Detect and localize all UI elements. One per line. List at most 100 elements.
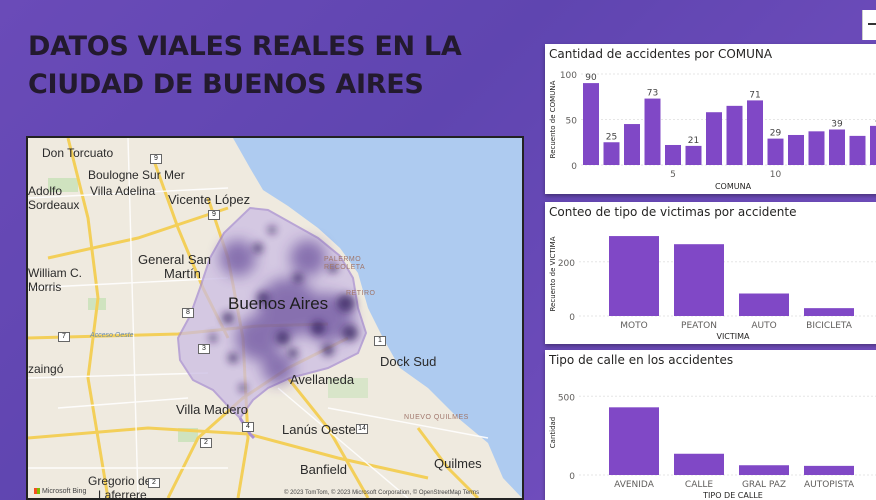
place-label: Banfield xyxy=(300,462,347,477)
bar-comuna[interactable] xyxy=(685,145,702,165)
x-tick-label: GRAL PAZ xyxy=(742,480,786,490)
x-axis-title: TIPO DE CALLE xyxy=(702,491,763,500)
calle-bar-chart[interactable]: 0 500 AVENIDA CALLE GRAL PAZ AUTOPISTA TIPO DE… xyxy=(545,350,876,500)
bar-gral-paz[interactable] xyxy=(739,465,789,475)
map-canvas xyxy=(28,138,522,498)
place-label: RECOLETA xyxy=(324,264,366,271)
y-axis-title: Recuento de COMUNA xyxy=(549,80,557,158)
y-axis-title: Cantidad xyxy=(549,417,557,448)
place-label: Sordeaux xyxy=(28,198,80,212)
x-tick-label: 10 xyxy=(770,170,782,180)
y-tick-label: 100 xyxy=(560,71,577,81)
y-tick-label: 50 xyxy=(566,117,578,127)
x-tick-label: AVENIDA xyxy=(614,480,655,490)
bar-comuna[interactable] xyxy=(870,125,876,165)
place-label: Vicente López xyxy=(168,192,251,207)
bar-moto[interactable] xyxy=(609,236,659,316)
bar-comuna[interactable] xyxy=(624,124,640,165)
bar-bicicleta[interactable] xyxy=(804,308,854,316)
bar-comuna[interactable] xyxy=(603,142,620,165)
place-label: zaingó xyxy=(28,362,64,376)
route-shield: 4 xyxy=(242,422,254,432)
x-axis-title: VICTIMA xyxy=(716,332,750,341)
place-label: NUEVO QUILMES xyxy=(404,414,469,421)
route-shield: 7 xyxy=(58,332,70,342)
chart-card-calle[interactable]: Tipo de calle en los accidentes 0 500 AVEN… xyxy=(545,350,876,500)
y-tick-label: 200 xyxy=(558,259,575,269)
data-label: 73 xyxy=(647,89,658,99)
route-shield: 14 xyxy=(356,424,368,434)
x-axis-title: COMUNA xyxy=(715,182,752,191)
place-label: Adolfo xyxy=(28,184,63,198)
route-shield: 2 xyxy=(200,438,212,448)
y-tick-label: 0 xyxy=(569,313,575,323)
bar-peaton[interactable] xyxy=(674,244,724,316)
bar-comuna[interactable] xyxy=(829,129,845,165)
x-tick-label: 5 xyxy=(670,170,676,180)
data-label: 90 xyxy=(585,73,597,83)
chart-card-victima[interactable]: Conteo de tipo de victimas por accidente… xyxy=(545,202,876,344)
accident-heat-map[interactable]: Don Torcuato Boulogne Sur Mer Adolfo Vil… xyxy=(26,136,524,500)
focus-mode-button[interactable] xyxy=(862,10,876,40)
y-axis-title: Recuento de VICTIMA xyxy=(549,236,557,311)
place-label: Dock Sud xyxy=(380,354,437,369)
bar-avenida[interactable] xyxy=(609,407,659,475)
place-label: PALERMO xyxy=(324,256,362,263)
x-tick-label: MOTO xyxy=(620,321,647,331)
chart-title: Cantidad de accidentes por COMUNA xyxy=(549,47,773,61)
route-shield: 8 xyxy=(182,308,194,318)
bar-comuna[interactable] xyxy=(583,83,599,165)
data-label: 25 xyxy=(606,132,617,142)
place-label-city: Buenos Aires xyxy=(228,294,329,313)
place-label: Gregorio de xyxy=(88,474,152,488)
x-tick-label: CALLE xyxy=(685,480,713,490)
place-label: Laferrere xyxy=(98,488,147,500)
bar-autopista[interactable] xyxy=(804,465,854,475)
comuna-bar-chart[interactable]: 050100902573217129394510COMUNARecuento d… xyxy=(545,44,876,194)
map-copyright[interactable]: © 2023 TomTom, © 2023 Microsoft Corporat… xyxy=(284,490,480,496)
bar-comuna[interactable] xyxy=(788,134,804,165)
bar-comuna[interactable] xyxy=(808,131,825,165)
x-tick-label: BICICLETA xyxy=(806,321,853,331)
chart-title: Conteo de tipo de victimas por accidente xyxy=(549,205,797,219)
place-label: Avellaneda xyxy=(290,372,355,387)
y-tick-label: 500 xyxy=(558,393,575,403)
route-shield: 2 xyxy=(148,478,160,488)
place-label: Villa Madero xyxy=(176,402,249,417)
x-tick-label: AUTO xyxy=(751,321,776,331)
minus-icon xyxy=(868,23,876,25)
place-label: Martín xyxy=(164,266,201,281)
data-label: 39 xyxy=(831,120,843,130)
place-label: Don Torcuato xyxy=(42,146,114,160)
bar-comuna[interactable] xyxy=(767,138,784,165)
bar-comuna[interactable] xyxy=(726,105,743,165)
chart-title: Tipo de calle en los accidentes xyxy=(549,353,734,367)
bar-comuna[interactable] xyxy=(706,112,722,165)
place-label: Lanús Oeste xyxy=(282,422,356,437)
route-shield: 1 xyxy=(374,336,386,346)
bar-comuna[interactable] xyxy=(849,135,866,165)
y-tick-label: 0 xyxy=(569,472,575,482)
road-label: Acceso Oeste xyxy=(90,332,134,339)
data-label: 29 xyxy=(770,129,782,139)
place-label: William C. xyxy=(28,266,82,280)
bar-comuna[interactable] xyxy=(644,98,661,165)
y-tick-label: 0 xyxy=(571,162,577,172)
place-label: Morris xyxy=(28,280,62,294)
bar-calle[interactable] xyxy=(674,453,724,475)
place-label: Boulogne Sur Mer xyxy=(88,168,185,182)
river-plate xyxy=(233,138,522,498)
bar-auto[interactable] xyxy=(739,293,789,316)
place-label: General San xyxy=(138,252,211,267)
place-label: Quilmes xyxy=(434,456,482,471)
x-tick-label: PEATON xyxy=(681,321,717,331)
bar-comuna[interactable] xyxy=(665,144,681,165)
bar-comuna[interactable] xyxy=(747,100,763,165)
place-label: Villa Adelina xyxy=(90,184,156,198)
data-label: 71 xyxy=(749,90,760,100)
victima-bar-chart[interactable]: 0 200 MOTO PEATON AUTO BICICLETA VICTIMA Recuen… xyxy=(545,202,876,344)
place-label: RETIRO xyxy=(346,290,376,297)
chart-card-comuna[interactable]: Cantidad de accidentes por COMUNA 0 50 100… xyxy=(545,44,876,194)
bing-attribution: Microsoft Bing xyxy=(34,488,86,495)
x-tick-label: AUTOPISTA xyxy=(804,480,855,490)
